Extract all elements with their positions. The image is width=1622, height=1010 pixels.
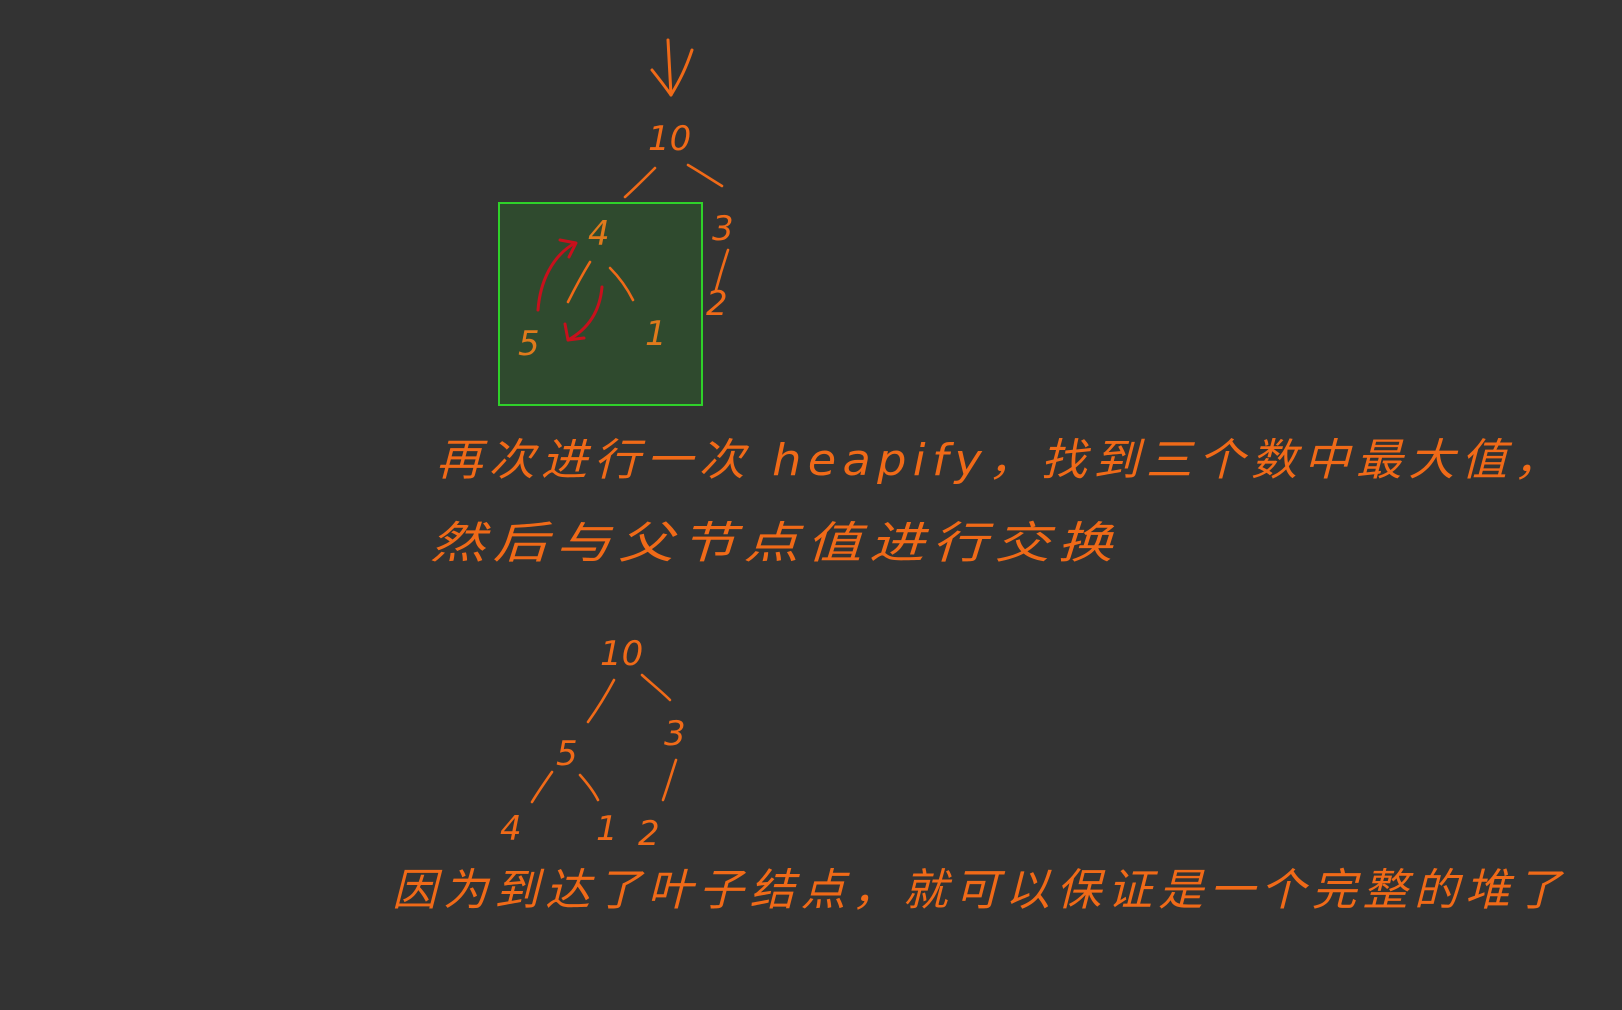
tree-after-node-right: 3 (664, 714, 686, 754)
tree-after-node-left: 5 (556, 734, 578, 774)
tree-before-node-right-left: 2 (706, 284, 728, 324)
tree-after-edges (530, 673, 678, 804)
edge-root-left (623, 166, 657, 199)
note-1-line-1: 再次进行一次 heapify，找到三个数中最大值， (436, 435, 1566, 486)
edge-root-right (640, 673, 672, 702)
entry-arrow-icon (650, 38, 694, 97)
tree-after-node-left-right: 1 (596, 809, 618, 849)
note-2-line-1: 因为到达了叶子结点，就可以保证是一个完整的堆了 (392, 865, 1567, 916)
edge-right-rightleft (714, 248, 730, 292)
tree-after-node-left-left: 4 (500, 809, 522, 849)
edge-left-leftleft (530, 770, 554, 804)
edge-root-left (586, 678, 616, 724)
tree-before-edges (566, 163, 730, 304)
tree-before-node-left: 4 (588, 214, 610, 254)
highlight-subtree-box (498, 202, 703, 406)
tree-before-node-left-left: 5 (518, 324, 540, 364)
note-1-line-2: 然后与父节点值进行交换 (430, 518, 1120, 569)
edge-right-rightleft (661, 758, 678, 802)
tree-before-node-root: 10 (648, 119, 691, 159)
edge-left-leftright (578, 773, 600, 802)
swap-arrows-icon (536, 238, 604, 342)
tree-after-node-root: 10 (600, 634, 643, 674)
edge-root-right (686, 163, 724, 188)
tree-before-node-right: 3 (712, 209, 734, 249)
tree-before-node-left-right: 1 (645, 314, 667, 354)
edge-left-leftright (608, 266, 635, 302)
edge-left-leftleft (566, 260, 592, 304)
tree-after-node-right-left: 2 (638, 814, 660, 854)
